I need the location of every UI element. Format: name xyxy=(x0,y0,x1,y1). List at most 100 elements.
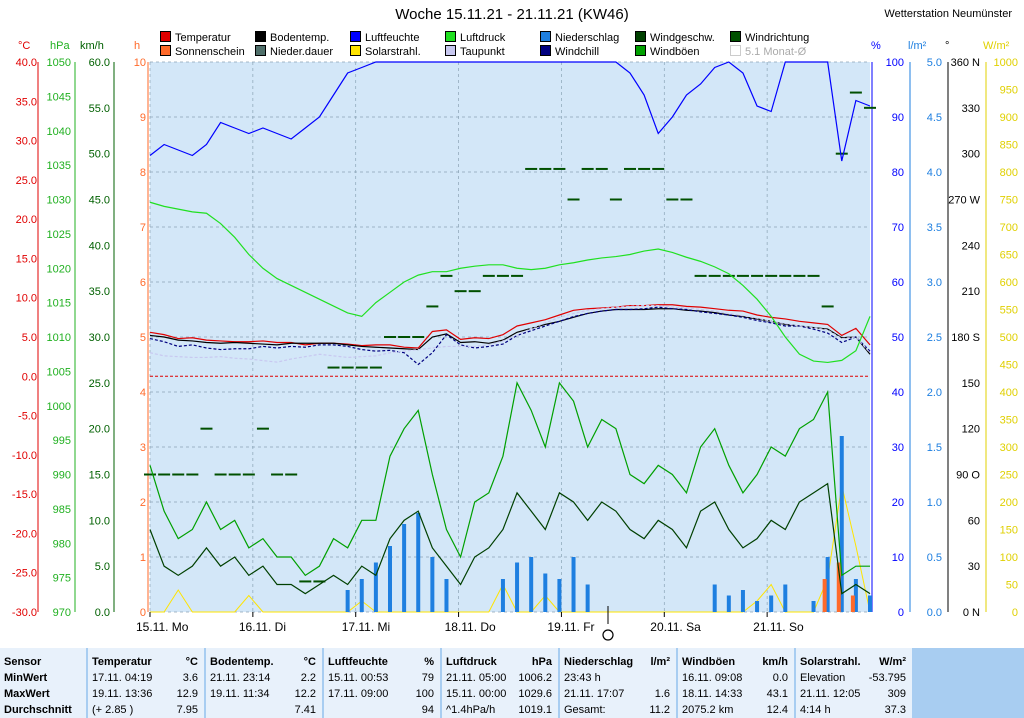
legend-item: Sonnenschein xyxy=(160,45,245,59)
axis-tick-label-press: 1045 xyxy=(47,91,71,103)
stats-column: Bodentemp. °C 21.11. 23:14 2.2 19.11. 11:34 1… xyxy=(206,648,324,718)
wind-direction-mark xyxy=(313,580,326,583)
legend-item: Windrichtung xyxy=(730,31,809,45)
precip-bar xyxy=(712,584,717,612)
axis-tick-label-hum: 20 xyxy=(892,497,904,509)
axis-tick-label-press: 975 xyxy=(53,573,71,585)
axis-tick-label-press: 1025 xyxy=(47,229,71,241)
legend-swatch xyxy=(445,45,456,56)
wind-direction-mark xyxy=(539,167,552,170)
wind-direction-mark xyxy=(482,274,495,277)
stats-row: 16.11. 09:08 0.0 xyxy=(682,672,788,684)
axis-tick-label-press: 1040 xyxy=(47,126,71,138)
wind-direction-mark xyxy=(327,366,340,369)
axis-tick-label-dir: 90 O xyxy=(956,470,980,482)
axis-tick-label-sun: 10 xyxy=(134,57,146,69)
axis-tick-label-solar: 300 xyxy=(1000,442,1018,454)
axis-tick-label-solar: 500 xyxy=(1000,332,1018,344)
axis-tick-label-solar: 950 xyxy=(1000,85,1018,97)
axis-tick-label-dir: 360 N xyxy=(951,57,980,69)
legend-label: Luftfeuchte xyxy=(365,32,420,44)
stats-row: 21.11. 12:05 309 xyxy=(800,688,906,700)
axis-tick-label-hum: 50 xyxy=(892,332,904,344)
x-axis-label: 18.11. Do xyxy=(445,620,496,634)
axis-tick-label-temp: -20.0 xyxy=(12,528,37,540)
axis-tick-label-press: 1050 xyxy=(47,57,71,69)
legend-label: Luftdruck xyxy=(460,32,506,44)
solar-unit-label: W/m² xyxy=(983,40,1010,52)
axis-tick-label-solar: 200 xyxy=(1000,497,1018,509)
axis-tick-label-temp: 30.0 xyxy=(16,136,37,148)
wind-direction-mark xyxy=(144,473,156,476)
axis-tick-label-hum: 80 xyxy=(892,167,904,179)
axis-tick-label-hum: 30 xyxy=(892,442,904,454)
axis-tick-label-rain: 2.5 xyxy=(927,332,942,344)
axis-tick-label-dir: 120 xyxy=(962,424,980,436)
legend-swatch xyxy=(160,45,171,56)
axis-tick-label-wind: 35.0 xyxy=(89,286,110,298)
axis-tick-label-wind: 10.0 xyxy=(89,515,110,527)
stats-row: 15.11. 00:53 79 xyxy=(328,672,434,684)
axis-tick-label-temp: 10.0 xyxy=(16,293,37,305)
legend-label: Sonnenschein xyxy=(175,46,245,58)
axis-tick-label-sun: 0 xyxy=(140,607,146,619)
stats-row: 23:43 h xyxy=(564,672,601,684)
wind-direction-mark xyxy=(765,274,778,277)
axis-tick-label-hum: 70 xyxy=(892,222,904,234)
stats-row: 94 xyxy=(421,704,434,716)
axis-tick-label-temp: 15.0 xyxy=(16,253,37,265)
wind-direction-mark xyxy=(200,427,213,430)
stats-row: 21.11. 17:07 1.6 xyxy=(564,688,670,700)
axis-tick-label-dir: 240 xyxy=(962,240,980,252)
stats-row: 21.11. 05:00 1006.2 xyxy=(446,672,552,684)
precip-bar xyxy=(853,579,858,612)
wind-direction-mark xyxy=(581,167,594,170)
legend-swatch xyxy=(445,31,456,42)
precip-bar xyxy=(529,557,534,612)
wind-direction-mark xyxy=(708,274,721,277)
axis-tick-label-dir: 300 xyxy=(962,149,980,161)
x-axis-label: 15.11. Mo xyxy=(136,620,189,634)
statistics-table: Sensor MinWert MaxWert Durchschnitt Temperat… xyxy=(0,648,1024,718)
series-taupunkt xyxy=(149,304,871,363)
axis-tick-label-press: 1005 xyxy=(47,366,71,378)
legend-label: 5.1 Monat-Ø xyxy=(745,46,807,58)
axis-tick-label-solar: 450 xyxy=(1000,360,1018,372)
wind-direction-mark xyxy=(299,580,312,583)
legend-swatch xyxy=(730,45,741,56)
legend-label: Taupunkt xyxy=(460,46,505,58)
stats-header: Windböen km/h xyxy=(682,656,788,668)
legend-swatch xyxy=(635,31,646,42)
axis-tick-label-wind: 50.0 xyxy=(89,149,110,161)
axis-tick-label-hum: 0 xyxy=(898,607,904,619)
legend-label: Solarstrahl. xyxy=(365,46,421,58)
stats-header: Niederschlag l/m² xyxy=(564,656,670,668)
axis-tick-label-solar: 750 xyxy=(1000,195,1018,207)
precip-bar xyxy=(783,584,788,612)
axis-tick-label-dir: 0 N xyxy=(963,607,980,619)
wind-direction-mark xyxy=(751,274,764,277)
wind-direction-mark xyxy=(680,198,693,201)
axis-tick-label-temp: -10.0 xyxy=(12,450,37,462)
wind-direction-mark xyxy=(271,473,284,476)
axis-tick-label-solar: 800 xyxy=(1000,167,1018,179)
series-luftdruck xyxy=(149,201,871,364)
rain-unit-label: l/m² xyxy=(908,40,927,52)
axis-tick-label-hum: 100 xyxy=(886,57,904,69)
wind-direction-mark xyxy=(835,152,848,155)
precip-bar xyxy=(571,557,576,612)
stats-row: 2075.2 km 12.4 xyxy=(682,704,788,716)
series-windchill xyxy=(149,306,871,366)
axis-tick-label-temp: 25.0 xyxy=(16,175,37,187)
wind-unit-label: km/h xyxy=(80,40,104,52)
legend-label: Niederschlag xyxy=(555,32,620,44)
stats-header: Temperatur °C xyxy=(92,656,198,668)
precip-bar xyxy=(868,595,872,612)
wind-direction-mark xyxy=(864,106,876,109)
axis-tick-label-press: 1015 xyxy=(47,298,71,310)
axis-tick-label-hum: 40 xyxy=(892,387,904,399)
axis-tick-label-solar: 600 xyxy=(1000,277,1018,289)
wind-direction-mark xyxy=(807,274,820,277)
x-axis-label: 19.11. Fr xyxy=(547,620,594,634)
axis-tick-label-solar: 250 xyxy=(1000,470,1018,482)
